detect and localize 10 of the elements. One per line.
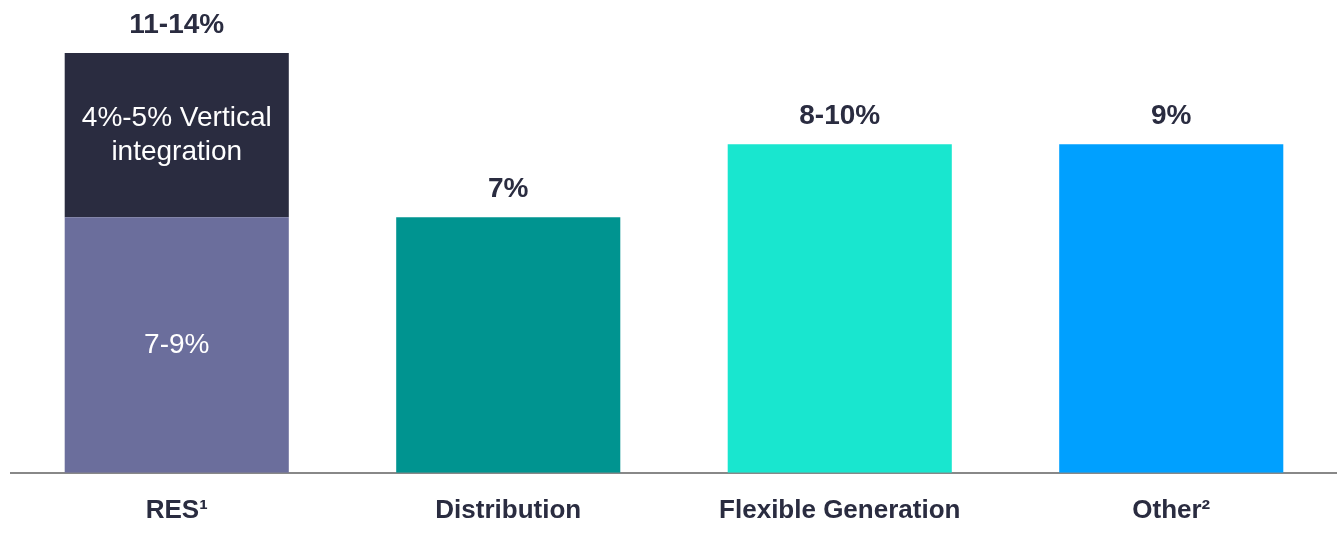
- data-label: 4%-5% Vertical integration: [81, 100, 272, 166]
- data-label: 7-9%: [144, 327, 210, 359]
- x-tick-label: Flexible Generation: [719, 493, 961, 524]
- total-label: 7%: [488, 171, 529, 203]
- x-tick-label: Distribution: [435, 493, 582, 524]
- x-tick-label: RES¹: [145, 493, 208, 524]
- total-label: 9%: [1151, 98, 1192, 130]
- x-tick-label: Other²: [1132, 493, 1211, 524]
- total-label: 11-14%: [129, 7, 225, 39]
- total-label: 8-10%: [799, 98, 881, 130]
